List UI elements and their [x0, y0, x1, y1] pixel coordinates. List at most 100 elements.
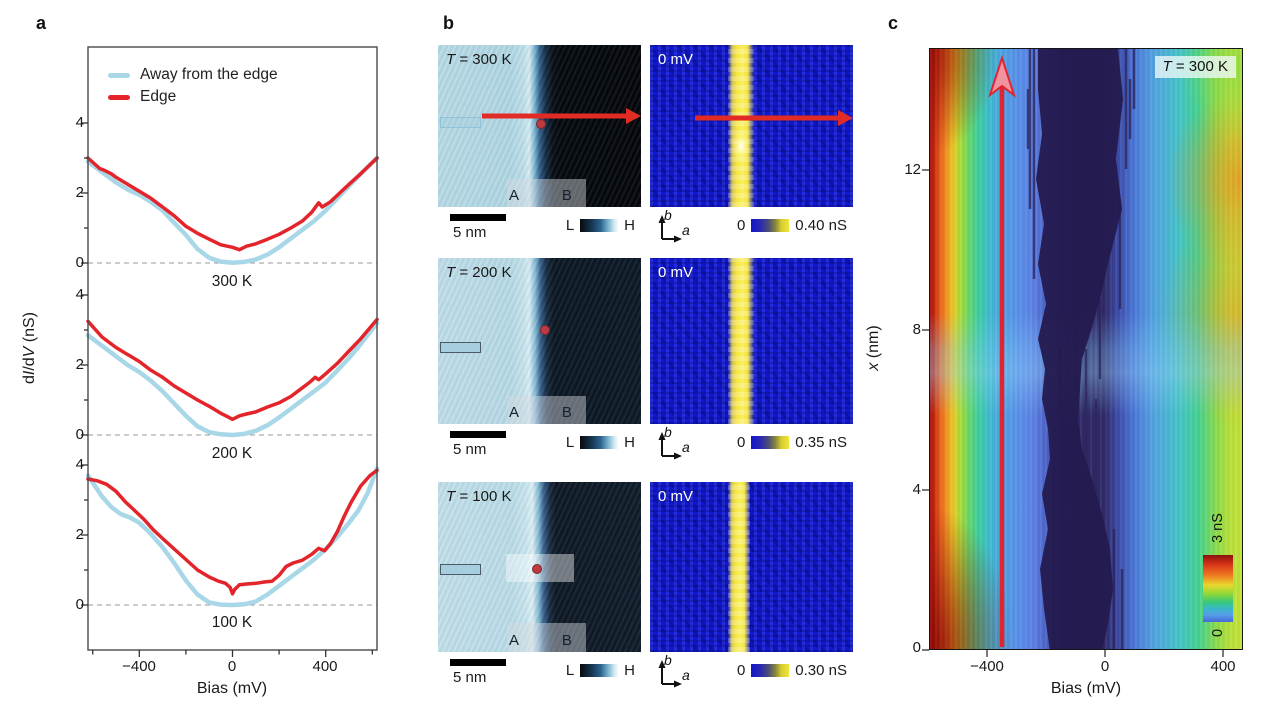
colorbar-high-label: H [624, 434, 635, 451]
legend-item-edge: Edge [108, 88, 176, 106]
y-tick-label: 12 [904, 161, 921, 178]
y-tick-label: 4 [912, 481, 921, 498]
reference-area-rectangle [440, 564, 481, 575]
topo-caption: 5 nm L H [438, 652, 641, 692]
colorbar-low-label: L [565, 217, 575, 234]
x-tick-label: 400 [312, 658, 338, 675]
colorbar-high-label: H [624, 217, 635, 234]
bias-label: 0 mV [658, 51, 694, 68]
temperature-label: T = 200 K [446, 264, 512, 281]
stm-topography-image: A B T = 300 K [438, 45, 641, 207]
temp-label-300K: 300 K [211, 273, 253, 290]
scale-bar-label: 5 nm [453, 224, 487, 241]
y-tick-label: 8 [912, 321, 921, 338]
y-tick-marks [81, 122, 88, 606]
y-tick-label: 2 [75, 356, 84, 373]
colorbar-min-label: 0 [736, 662, 746, 679]
legend-item-away: Away from the edge [108, 66, 278, 84]
temperature-label: T = 300 K [1154, 56, 1236, 78]
region-a-label: A [509, 404, 520, 421]
y-tick-label: 4 [75, 456, 84, 473]
conductance-colorbar [1203, 555, 1233, 622]
panel-b-row-200K: A B T = 200 K 5 nm L H 0 mV b [438, 258, 853, 466]
b-axis-label: b [664, 424, 672, 440]
region-label-backdrop [507, 395, 587, 424]
conductance-colorbar-gradient [751, 664, 790, 677]
spectrum-position-dot [540, 325, 550, 335]
b-axis-label: b [664, 652, 672, 668]
region-b-label: B [561, 404, 572, 421]
conductance-colorbar: 0 0.40 nS [737, 217, 847, 234]
conductance-colorbar: 0 0.30 nS [737, 662, 847, 679]
height-colorbar: L H [566, 434, 635, 451]
legend-swatch-edge [108, 94, 130, 100]
x-tick-marks [92, 650, 373, 657]
panel-a-label: a [36, 13, 47, 33]
y-tick-label: 0 [75, 596, 84, 613]
region-a-label: A [509, 187, 520, 204]
panel-b-row-100K: A B T = 100 K 5 nm L H 0 mV [438, 482, 853, 694]
stm-topography-image: A B T = 100 K [438, 482, 641, 652]
region-b-label: B [561, 632, 572, 649]
conductance-colorbar: 0 0.35 nS [737, 434, 847, 451]
scale-bar-label: 5 nm [453, 441, 487, 458]
colorbar-max-label: 0.30 nS [795, 662, 847, 679]
x-tick-label: 0 [227, 658, 237, 675]
plot-frame [87, 46, 378, 651]
temperature-label: T = 100 K [446, 488, 512, 505]
scale-bar [450, 659, 506, 666]
crystal-axes-icon [658, 215, 682, 243]
crystal-axes-icon [658, 660, 682, 688]
colorbar-low-label: L [565, 662, 575, 679]
temp-label-200K: 200 K [211, 445, 253, 462]
edge-state-stripe [728, 482, 751, 652]
region-label-backdrop [507, 179, 587, 207]
colorbar-high-label: H [624, 662, 635, 679]
region-label-backdrop [507, 623, 587, 652]
noise-texture [650, 482, 853, 652]
a-axis-label: a [682, 667, 690, 683]
panel-b-row-300K: A B T = 300 K 5 nm L H [438, 45, 853, 249]
legend-swatch-away [108, 72, 130, 78]
x-tick-label: −400 [122, 658, 156, 675]
reference-area-rectangle [440, 117, 481, 128]
x-axis-label: Bias (mV) [196, 680, 268, 697]
colorbar-low-label: L [565, 434, 575, 451]
y-tick-label: 0 [912, 639, 921, 656]
crystal-axes-icon [658, 432, 682, 460]
x-tick-label: 400 [1210, 658, 1236, 675]
scale-bar [450, 214, 506, 221]
bright-spot [731, 130, 752, 161]
b-axis-label: b [664, 207, 672, 223]
zero-bias-gap-region [1026, 49, 1136, 649]
a-axis-label: a [682, 439, 690, 455]
line-scan-arrow [695, 110, 853, 126]
topo-caption: 5 nm L H [438, 207, 641, 247]
height-colorbar-gradient [580, 436, 619, 449]
y-tick-label: 4 [75, 114, 84, 131]
conductance-map: 0 mV [650, 45, 853, 207]
y-tick-label: 2 [75, 184, 84, 201]
conductance-colorbar-gradient [751, 219, 790, 232]
a-axis-label: a [682, 222, 690, 238]
conductance-caption: b a 0 0.40 nS [650, 207, 853, 247]
trajectory-arrow [988, 54, 1016, 647]
atomic-lattice-texture [438, 258, 641, 424]
line-scan-arrow [482, 108, 641, 124]
x-axis-label: Bias (mV) [1050, 680, 1122, 697]
spectrum-position-dot [536, 119, 546, 129]
conductance-map: 0 mV [650, 482, 853, 652]
topo-caption: 5 nm L H [438, 424, 641, 464]
height-colorbar: L H [566, 662, 635, 679]
spectra-plot [81, 46, 380, 657]
legend-label-edge: Edge [140, 88, 177, 105]
panel-b-label: b [443, 13, 454, 33]
legend-label-away: Away from the edge [140, 66, 278, 83]
bias-label: 0 mV [658, 264, 694, 281]
heatmap-axes-ticks [922, 169, 1224, 657]
colorbar-min-label: 0 [736, 434, 746, 451]
colorbar-min-label: 0 [736, 217, 746, 234]
spectra-curves [85, 155, 380, 608]
region-a-label: A [509, 632, 520, 649]
